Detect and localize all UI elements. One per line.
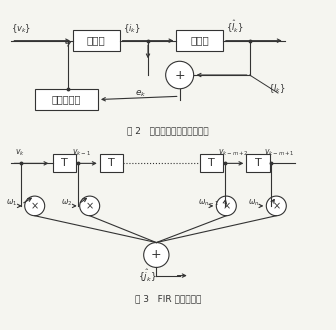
FancyBboxPatch shape — [176, 30, 223, 51]
Text: $\{v_k\}$: $\{v_k\}$ — [11, 23, 32, 35]
Text: $v_k$: $v_k$ — [15, 147, 25, 158]
Text: 判决器: 判决器 — [190, 36, 209, 46]
Circle shape — [144, 243, 169, 267]
Text: $e_k$: $e_k$ — [135, 89, 146, 99]
Circle shape — [216, 196, 236, 216]
Text: $\times$: $\times$ — [30, 201, 39, 211]
FancyBboxPatch shape — [35, 89, 98, 110]
Circle shape — [266, 196, 286, 216]
FancyBboxPatch shape — [73, 30, 120, 51]
Text: $v_{k-m+2}$: $v_{k-m+2}$ — [218, 147, 248, 158]
Text: 图 3   FIR 滤波器结构: 图 3 FIR 滤波器结构 — [135, 295, 201, 304]
Circle shape — [25, 196, 45, 216]
Text: T: T — [255, 158, 261, 168]
Text: $\omega_n$: $\omega_n$ — [248, 197, 259, 208]
Text: 自适应算法: 自适应算法 — [52, 95, 81, 105]
Text: $\{\hat{I}_k\}$: $\{\hat{I}_k\}$ — [226, 19, 244, 35]
Text: T: T — [61, 158, 68, 168]
Text: $\{\hat{j}_k\}$: $\{\hat{j}_k\}$ — [138, 267, 157, 284]
Text: $v_{k-m+1}$: $v_{k-m+1}$ — [264, 147, 295, 158]
Text: +: + — [174, 69, 185, 82]
FancyBboxPatch shape — [100, 154, 123, 172]
Circle shape — [80, 196, 100, 216]
Text: $\omega_2$: $\omega_2$ — [61, 197, 73, 208]
Text: $\omega_{n-1}$: $\omega_{n-1}$ — [198, 197, 219, 208]
Text: $\{i_k\}$: $\{i_k\}$ — [123, 23, 141, 35]
Text: 均衡器: 均衡器 — [87, 36, 106, 46]
Text: T: T — [108, 158, 115, 168]
FancyBboxPatch shape — [53, 154, 76, 172]
Text: $\omega_1$: $\omega_1$ — [6, 197, 18, 208]
Text: $\times$: $\times$ — [222, 201, 231, 211]
Circle shape — [166, 61, 194, 89]
Text: $\times$: $\times$ — [272, 201, 281, 211]
FancyBboxPatch shape — [246, 154, 269, 172]
Text: $\times$: $\times$ — [85, 201, 94, 211]
Text: +: + — [151, 248, 162, 261]
Text: $\{I_k\}$: $\{I_k\}$ — [268, 82, 286, 95]
Text: 图 2   自适应均衡器的基本结构: 图 2 自适应均衡器的基本结构 — [127, 126, 209, 135]
Text: $v_{k-1}$: $v_{k-1}$ — [72, 147, 91, 158]
FancyBboxPatch shape — [200, 154, 223, 172]
Text: T: T — [208, 158, 215, 168]
